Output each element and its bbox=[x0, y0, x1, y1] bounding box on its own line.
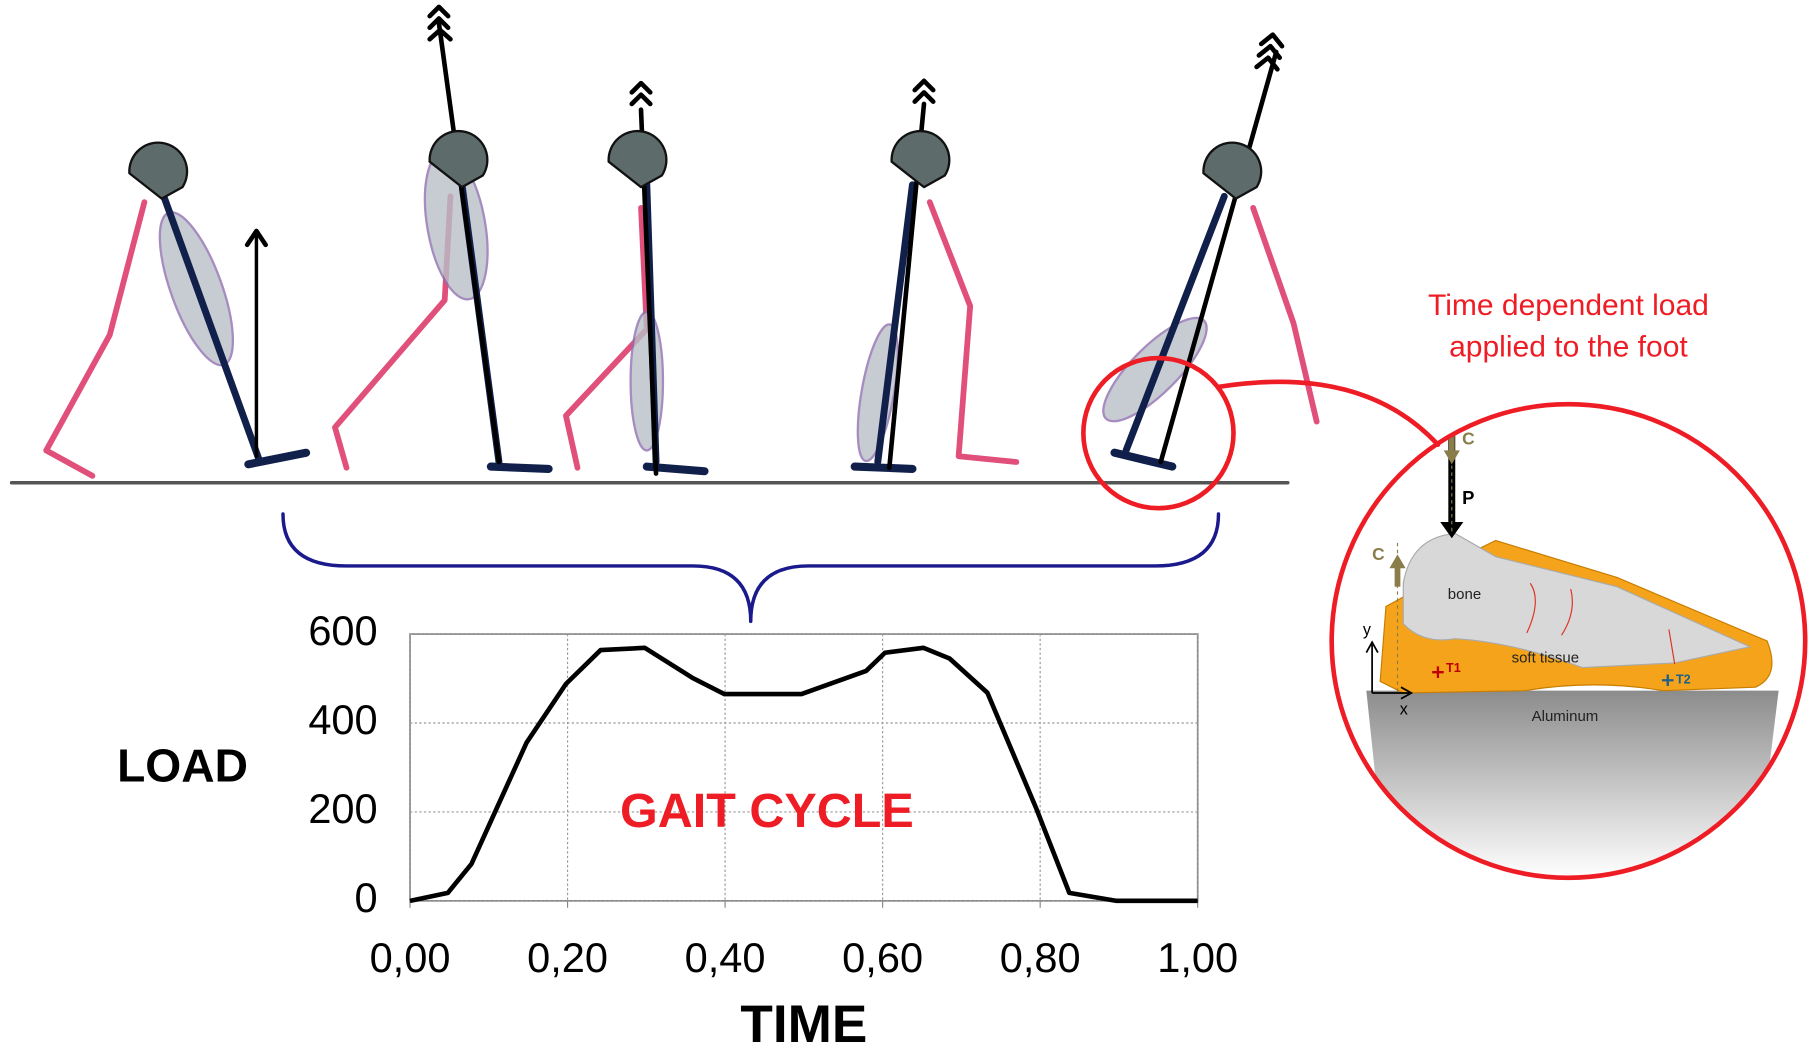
axis-label: y bbox=[1363, 621, 1372, 639]
y-tick-label: 200 bbox=[308, 785, 377, 832]
x-tick-label: 1,00 bbox=[1157, 934, 1238, 981]
foot-caption: Time dependent load bbox=[1428, 289, 1709, 322]
x-tick-label: 0,00 bbox=[370, 934, 451, 981]
y-tick-label: 600 bbox=[308, 607, 377, 654]
region-label: soft tissue bbox=[1512, 649, 1580, 666]
point-label: T1 bbox=[1446, 661, 1461, 675]
foot-caption: applied to the foot bbox=[1449, 331, 1688, 364]
x-tick-label: 0,60 bbox=[842, 934, 923, 981]
axis-label: x bbox=[1400, 701, 1408, 719]
foot-diagram: Time dependent load applied to the foot … bbox=[1332, 289, 1806, 878]
load-label: C bbox=[1462, 429, 1475, 449]
data-line bbox=[410, 648, 1198, 901]
plot-area bbox=[410, 634, 1198, 901]
y-axis-label: LOAD bbox=[117, 739, 248, 791]
region-label: bone bbox=[1448, 586, 1481, 603]
y-tick-label: 0 bbox=[355, 874, 378, 921]
x-axis-label: TIME bbox=[740, 995, 867, 1051]
load-label: P bbox=[1462, 487, 1474, 508]
gait-figures bbox=[12, 7, 1438, 621]
figure: Time dependent load applied to the foot … bbox=[0, 0, 1811, 1051]
page: {"chart_data": { "type": "line", "xlabel… bbox=[0, 0, 1811, 1051]
load-label: C bbox=[1372, 544, 1385, 564]
chart-annotation: GAIT CYCLE bbox=[620, 784, 914, 838]
region-label: Aluminum bbox=[1532, 708, 1599, 725]
y-tick-label: 400 bbox=[308, 696, 377, 743]
x-tick-label: 0,20 bbox=[527, 934, 608, 981]
point-label: T2 bbox=[1676, 673, 1691, 687]
x-tick-label: 0,40 bbox=[685, 934, 766, 981]
x-tick-label: 0,80 bbox=[1000, 934, 1081, 981]
